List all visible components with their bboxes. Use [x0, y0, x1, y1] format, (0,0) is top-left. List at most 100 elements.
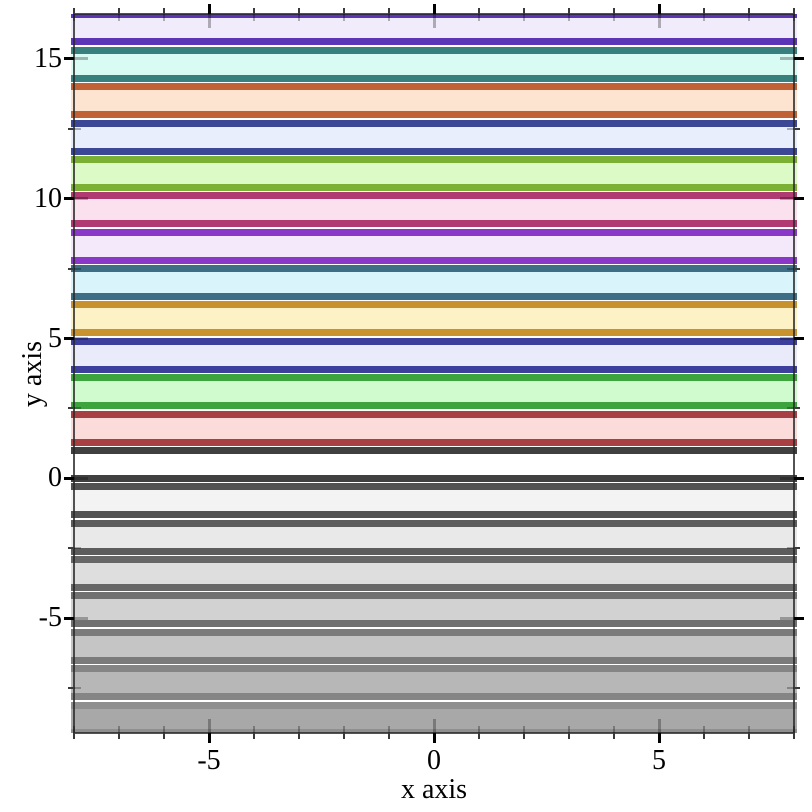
x-tick-top [478, 8, 480, 14]
interval-band-10 [71, 83, 797, 119]
y-tick-right [794, 407, 800, 410]
x-tick-bottom-inner [748, 726, 750, 733]
interval-bands-layer [71, 14, 797, 733]
y-tick-right [794, 57, 804, 61]
y-tick-right-inner [780, 476, 794, 480]
x-tick-top [568, 8, 570, 14]
y-tick-right [794, 476, 804, 480]
x-tick-top [523, 8, 525, 14]
x-tick-top [163, 8, 165, 14]
y-tick-right [794, 197, 804, 201]
x-tick-bottom [343, 733, 345, 739]
interval-band--7 [71, 701, 797, 733]
interval-band-4 [71, 301, 797, 337]
x-tick-bottom-inner [703, 726, 705, 733]
x-tick-bottom [298, 733, 300, 739]
interval-band-3 [71, 337, 797, 373]
y-tick-left [64, 197, 74, 201]
y-tick-right [794, 547, 800, 550]
x-tick-top-inner [73, 14, 75, 21]
y-tick-left [64, 476, 74, 480]
x-tick-bottom [207, 733, 211, 743]
x-tick-top [73, 8, 75, 14]
x-tick-bottom [432, 733, 436, 743]
x-tick-top [207, 4, 211, 14]
y-tick-right-inner [787, 547, 794, 550]
interval-band-5 [71, 265, 797, 301]
y-tick-left [64, 616, 74, 620]
y-tick-right [794, 267, 800, 270]
y-tick-label: -5 [38, 602, 62, 634]
x-tick-bottom [73, 733, 75, 739]
x-tick-label: -5 [197, 745, 221, 776]
x-tick-bottom-inner [478, 726, 480, 733]
x-tick-bottom [657, 733, 661, 743]
x-tick-bottom [613, 733, 615, 739]
x-tick-top-inner [568, 14, 570, 21]
x-tick-bottom-inner [118, 726, 120, 733]
y-tick-left [68, 127, 74, 130]
y-tick-right-inner [780, 616, 794, 620]
x-tick-top-inner [163, 14, 165, 21]
x-tick-bottom-inner [163, 726, 165, 733]
interval-band-0 [71, 446, 797, 482]
y-tick-label: 5 [48, 322, 62, 354]
x-tick-bottom-inner [253, 726, 255, 733]
interval-band--5 [71, 628, 797, 664]
x-tick-top-inner [478, 14, 480, 21]
y-tick-left-inner [74, 547, 81, 550]
x-tick-top [748, 8, 750, 14]
x-tick-top [388, 8, 390, 14]
x-tick-top-inner [613, 14, 615, 21]
x-tick-top [432, 4, 436, 14]
x-tick-bottom-inner [73, 726, 75, 733]
x-tick-bottom [388, 733, 390, 739]
y-tick-left [64, 337, 74, 341]
y-tick-left-inner [74, 197, 88, 201]
x-tick-top-inner [298, 14, 300, 21]
x-tick-bottom-inner [388, 726, 390, 733]
x-tick-top-inner [343, 14, 345, 21]
x-tick-top [343, 8, 345, 14]
interval-band-6 [71, 228, 797, 264]
x-tick-top [253, 8, 255, 14]
interval-band--3 [71, 556, 797, 591]
x-tick-bottom-inner [613, 726, 615, 733]
x-tick-top-inner [207, 14, 211, 28]
x-tick-top-inner [657, 14, 661, 28]
y-tick-left-inner [74, 57, 88, 61]
y-tick-left [68, 547, 74, 550]
x-tick-top-inner [432, 14, 436, 28]
x-tick-top [793, 8, 795, 14]
y-tick-right [794, 687, 800, 690]
y-tick-left [68, 267, 74, 270]
x-tick-bottom-inner [432, 719, 436, 733]
y-tick-left-inner [74, 476, 88, 480]
plot-area [64, 4, 804, 743]
x-tick-label: 5 [652, 745, 666, 776]
y-axis-title: y axis [17, 340, 48, 407]
y-tick-right-inner [780, 337, 794, 341]
y-tick-left-inner [74, 267, 81, 270]
x-tick-bottom-inner [343, 726, 345, 733]
y-tick-right-inner [787, 127, 794, 130]
interval-band--4 [71, 592, 797, 628]
y-tick-right-inner [780, 57, 794, 61]
y-tick-left [68, 687, 74, 690]
x-tick-top-inner [388, 14, 390, 21]
y-tick-right [794, 127, 800, 130]
interval-band--1 [71, 483, 797, 519]
x-tick-bottom [523, 733, 525, 739]
x-tick-bottom [118, 733, 120, 739]
y-tick-left-inner [74, 616, 88, 620]
y-tick-left-inner [74, 127, 81, 130]
y-tick-left [68, 407, 74, 410]
x-tick-top-inner [118, 14, 120, 21]
y-tick-left-inner [74, 407, 81, 410]
x-tick-top [298, 8, 300, 14]
interval-band-1 [71, 410, 797, 446]
interval-band--2 [71, 519, 797, 555]
x-tick-bottom [793, 733, 795, 739]
y-tick-right-inner [780, 197, 794, 201]
interval-band-9 [71, 119, 797, 155]
